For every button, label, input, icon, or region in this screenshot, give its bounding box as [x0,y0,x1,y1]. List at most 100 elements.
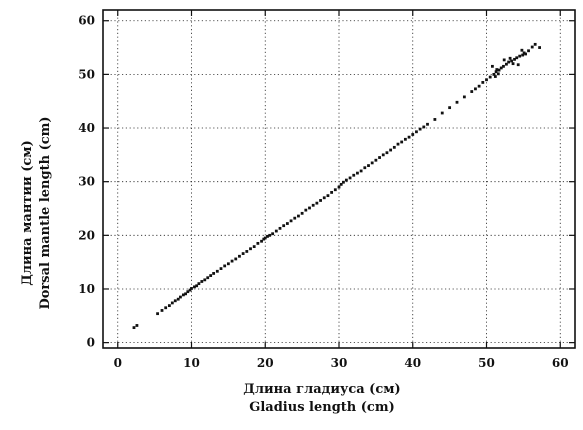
data-point [212,272,216,275]
x-tick-label: 50 [478,356,495,370]
data-point [411,133,415,136]
data-point [209,274,213,277]
x-tick-label: 20 [257,356,274,370]
data-point [396,142,400,146]
data-point [339,182,343,186]
data-point [433,118,437,121]
data-point [193,285,196,289]
data-point [494,70,498,74]
x-tick-label: 10 [183,356,200,370]
data-point [173,299,177,303]
data-point [359,169,363,173]
data-point [195,284,199,288]
data-point [326,194,330,198]
data-point [524,52,527,56]
data-point [223,264,227,268]
data-point [499,66,503,70]
data-point [184,292,187,296]
y-tick-label: 10 [78,282,95,296]
data-points [132,42,541,330]
data-point [356,171,359,175]
data-point [333,188,337,192]
data-point [515,56,519,60]
data-point [426,122,429,126]
data-point [297,214,300,218]
y-tick-label: 20 [78,228,95,242]
data-point [440,111,444,115]
data-point [234,257,238,261]
x-axis-label-en: Gladius length (cm) [249,400,395,415]
data-point [266,235,269,238]
data-point [252,245,256,248]
data-point [508,56,512,60]
data-point [256,241,260,245]
data-point [285,222,289,225]
x-tick-label: 0 [114,356,122,370]
data-point [181,293,185,297]
data-point [492,72,496,76]
data-point [342,180,345,184]
data-point [226,262,230,266]
data-point [241,252,245,255]
x-axis-label-ru: Длина гладиуса (см) [243,382,400,397]
data-point [300,211,304,215]
data-point [422,125,426,129]
y-tick-label: 60 [78,14,95,28]
data-point [271,232,275,236]
data-point [378,156,381,159]
data-point [400,140,404,144]
data-point [448,106,452,110]
data-point [462,95,466,99]
data-point [497,68,501,72]
data-point [367,164,370,167]
data-point [474,87,477,91]
data-point [510,59,513,63]
data-point [485,78,488,82]
data-point [381,153,385,157]
data-point [344,178,348,182]
data-point [527,49,530,53]
data-point [260,239,263,243]
data-point [219,267,223,270]
data-point [505,62,508,66]
data-point [311,203,315,207]
data-point [230,259,234,263]
data-point [263,236,267,240]
data-point [203,278,207,282]
data-point [493,75,497,78]
data-point [374,158,378,162]
data-point [188,288,192,292]
data-point [206,276,210,280]
data-point [470,90,474,93]
data-point [186,290,190,294]
data-point [215,269,219,273]
y-tick-label: 50 [78,67,95,81]
data-point [407,135,411,139]
data-point [352,173,356,177]
data-point [481,81,485,84]
data-point [262,237,266,241]
data-point [392,145,396,149]
data-point [330,191,334,194]
data-point [496,72,500,76]
data-point [511,62,515,66]
data-point [315,201,319,205]
data-point [533,42,537,46]
data-point [518,54,522,58]
data-point [522,51,526,55]
data-point [363,166,367,170]
data-point [132,326,136,330]
x-tick-label: 30 [331,356,348,370]
data-point [538,46,541,49]
data-point [274,229,278,233]
data-point [495,68,499,71]
data-point [179,295,182,299]
data-point [530,45,534,49]
x-tick-label: 60 [552,356,569,370]
data-point [418,127,422,131]
data-point [415,130,418,134]
data-point [389,148,393,152]
data-point [176,297,180,301]
data-point [245,250,249,253]
